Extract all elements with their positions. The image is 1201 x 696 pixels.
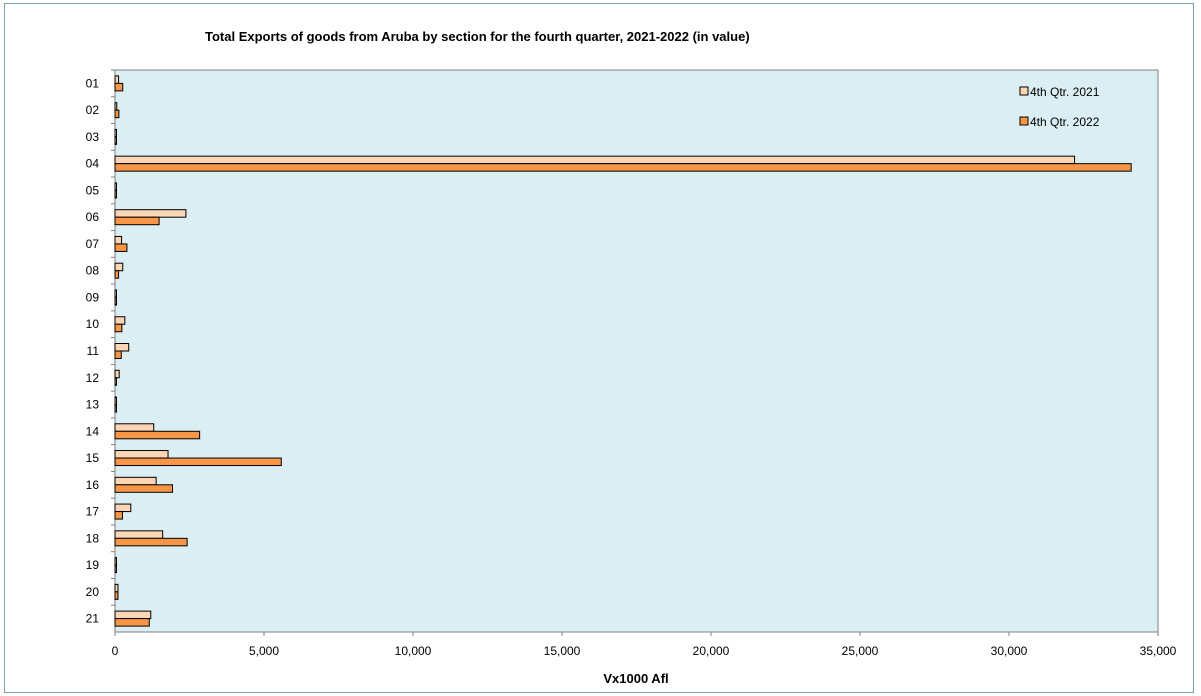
bar-04-series-2 <box>114 163 1132 172</box>
bar-08-series-2 <box>114 270 120 279</box>
x-tick-label: 30,000 <box>991 644 1028 658</box>
x-tick-label: 20,000 <box>693 644 730 658</box>
y-tick-label: 11 <box>87 344 100 358</box>
y-tick-label: 16 <box>86 478 100 492</box>
bar-04-series-1 <box>114 155 1076 165</box>
x-tick-label: 15,000 <box>544 644 581 658</box>
bar-13-series-1 <box>114 396 117 406</box>
bar-17-series-1 <box>114 503 132 513</box>
bar-10-series-2 <box>114 323 123 333</box>
bar-14-series-2 <box>114 430 201 440</box>
bar-12-series-1 <box>114 369 120 379</box>
y-tick-label: 01 <box>86 76 100 90</box>
y-tick-label: 21 <box>86 612 100 626</box>
bar-20-series-2 <box>114 591 119 600</box>
bar-08-series-1 <box>114 262 124 272</box>
y-tick-label: 08 <box>86 264 100 278</box>
bar-11-series-1 <box>114 343 130 352</box>
y-tick-label: 10 <box>86 317 100 331</box>
bar-09-series-1 <box>114 289 117 298</box>
plot-area <box>114 69 1159 633</box>
bar-01-series-1 <box>114 75 120 84</box>
bar-02-series-2 <box>114 109 120 119</box>
y-tick-label: 18 <box>86 531 100 545</box>
x-tick-label: 25,000 <box>842 644 879 658</box>
bar-20-series-1 <box>114 583 119 593</box>
legend: 4th Qtr. 2021 4th Qtr. 2022 <box>1019 85 1100 129</box>
bar-12-series-2 <box>114 377 117 386</box>
bar-15-series-1 <box>114 450 169 459</box>
bar-21-series-2 <box>114 618 150 627</box>
x-axis: 0 5,000 10,000 15,000 20,000 25,000 30,000 35,0… <box>112 632 1177 658</box>
y-tick-label: 09 <box>86 290 100 304</box>
x-axis-title: Vx1000 Afl <box>603 671 668 686</box>
x-tick-label: 5,000 <box>249 644 279 658</box>
chart-title: Total Exports of goods from Aruba by sec… <box>205 29 750 44</box>
bar-01-series-2 <box>114 82 124 92</box>
bar-10-series-1 <box>114 316 126 325</box>
legend-label-series-2: 4th Qtr. 2022 <box>1030 115 1100 129</box>
bar-18-series-1 <box>114 530 164 539</box>
bar-07-series-2 <box>114 243 128 252</box>
bar-19-series-1 <box>114 557 117 566</box>
y-tick-label: 05 <box>86 183 100 197</box>
y-tick-label: 19 <box>86 558 100 572</box>
bar-03-series-2 <box>114 136 117 145</box>
y-tick-label: 13 <box>86 398 100 412</box>
x-tick-label: 35,000 <box>1140 644 1177 658</box>
bar-16-series-1 <box>114 476 157 486</box>
bar-06-series-2 <box>114 216 160 226</box>
bar-17-series-2 <box>114 511 123 520</box>
y-tick-label: 15 <box>86 451 100 465</box>
y-tick-label: 20 <box>86 585 100 599</box>
bar-19-series-2 <box>114 564 117 574</box>
bar-14-series-1 <box>114 423 155 432</box>
bars-layer <box>114 75 1132 627</box>
bar-03-series-1 <box>114 128 117 138</box>
bar-06-series-1 <box>114 209 187 218</box>
bar-05-series-1 <box>114 182 117 191</box>
y-tick-label: 07 <box>86 237 100 251</box>
x-tick-label: 0 <box>112 644 119 658</box>
bar-05-series-2 <box>114 189 117 199</box>
y-tick-label: 04 <box>86 157 100 171</box>
bar-02-series-1 <box>114 102 118 111</box>
x-tick-label: 10,000 <box>395 644 432 658</box>
bar-09-series-2 <box>114 296 117 306</box>
y-tick-label: 17 <box>86 505 100 519</box>
y-axis: 01 02 03 04 05 06 07 08 09 10 11 12 13 14 15 16 17 18 19 20… <box>86 69 115 626</box>
bar-16-series-2 <box>114 484 174 493</box>
y-tick-label: 14 <box>86 424 100 438</box>
y-tick-label: 12 <box>86 371 100 385</box>
bar-11-series-2 <box>114 350 122 359</box>
legend-swatch-series-2 <box>1019 116 1029 126</box>
y-tick-label: 02 <box>86 103 100 117</box>
bar-13-series-2 <box>114 404 117 413</box>
bar-21-series-1 <box>114 610 152 620</box>
legend-swatch-series-1 <box>1019 86 1029 96</box>
y-tick-label: 06 <box>86 210 100 224</box>
bar-15-series-2 <box>114 457 282 467</box>
legend-label-series-1: 4th Qtr. 2021 <box>1030 85 1100 99</box>
y-tick-label: 03 <box>86 130 100 144</box>
bar-07-series-1 <box>114 235 123 245</box>
bar-18-series-2 <box>114 537 188 547</box>
